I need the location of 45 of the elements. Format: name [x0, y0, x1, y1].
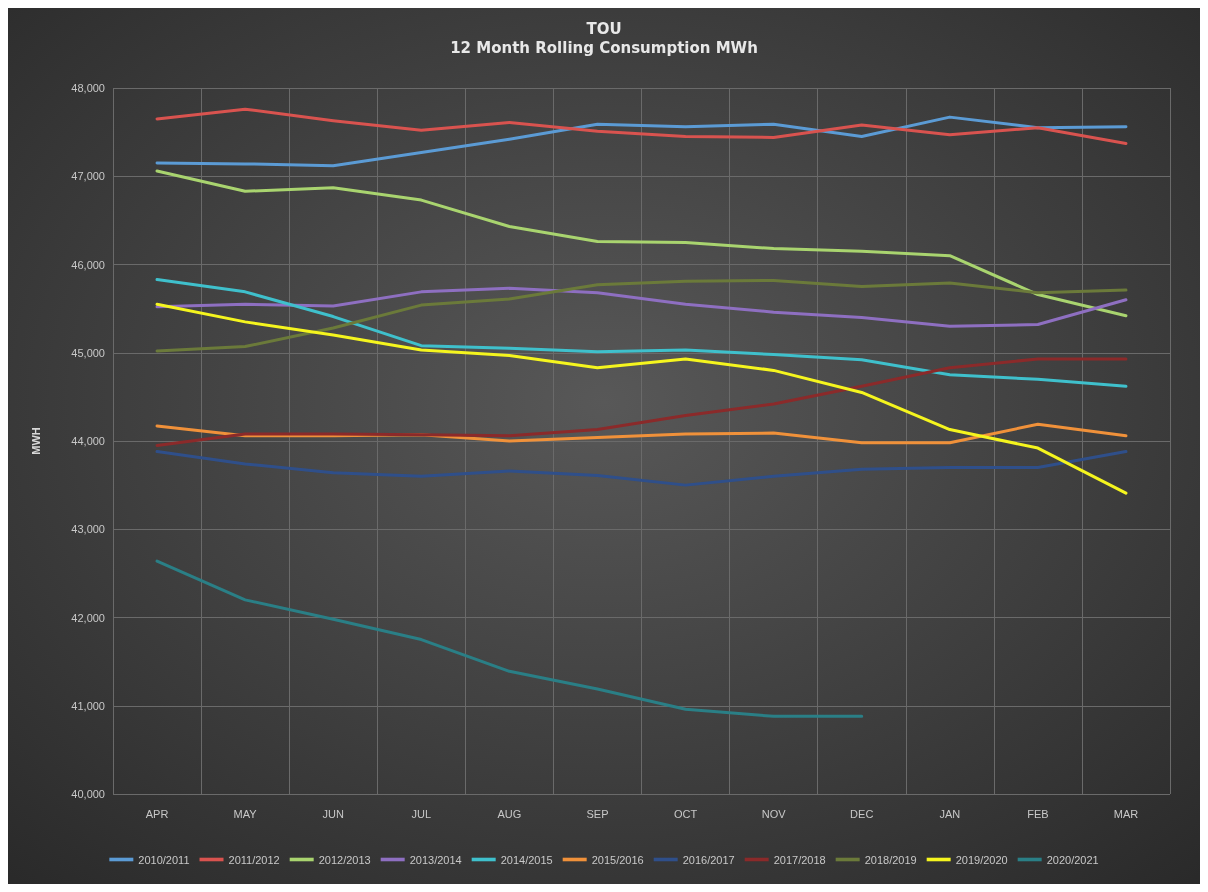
x-tick-label: JAN — [939, 807, 961, 820]
x-tick-label: FEB — [1027, 807, 1049, 820]
line-series — [155, 559, 864, 718]
y-tick-label: 47,000 — [71, 170, 105, 183]
chart-title: TOU — [586, 19, 622, 38]
legend-label: 2015/2016 — [591, 853, 644, 866]
line-series — [155, 302, 1128, 495]
y-axis-title: MWH — [29, 427, 42, 455]
x-tick-label: JUL — [411, 807, 432, 820]
y-tick-label: 42,000 — [71, 611, 105, 624]
y-tick-label: 44,000 — [71, 435, 105, 447]
line-series — [155, 115, 1128, 168]
legend-label: 2019/2020 — [955, 853, 1008, 866]
legend-label: 2013/2014 — [409, 853, 462, 866]
line-series — [155, 278, 1128, 353]
y-tick-label: 46,000 — [71, 258, 105, 271]
line-series — [155, 450, 1128, 487]
x-tick-label: JUN — [322, 807, 344, 820]
line-series — [155, 107, 1128, 146]
legend-label: 2011/2012 — [228, 853, 280, 866]
y-tick-label: 43,000 — [71, 523, 105, 536]
x-tick-label: AUG — [497, 807, 522, 820]
line-series — [155, 278, 1128, 388]
x-tick-label: SEP — [586, 807, 609, 820]
y-tick-label: 45,000 — [71, 346, 105, 359]
legend-label: 2020/2021 — [1046, 853, 1099, 866]
line-series — [155, 357, 1128, 447]
line-series — [155, 169, 1128, 318]
legend-label: 2012/2013 — [318, 853, 371, 866]
legend-label: 2014/2015 — [500, 853, 553, 866]
x-tick-label: DEC — [850, 807, 874, 820]
y-tick-label: 41,000 — [71, 699, 105, 712]
y-tick-label: 48,000 — [71, 82, 105, 94]
x-tick-label: APR — [145, 807, 169, 820]
x-tick-label: NOV — [761, 807, 787, 820]
line-series — [155, 286, 1128, 328]
x-tick-label: OCT — [673, 807, 698, 820]
legend-label: 2010/2011 — [138, 853, 190, 866]
x-tick-label: MAR — [1113, 807, 1139, 820]
legend-label: 2016/2017 — [682, 853, 735, 866]
x-tick-label: MAY — [233, 807, 258, 820]
chart-subtitle: 12 Month Rolling Consumption MWh — [450, 38, 758, 57]
legend-label: 2018/2019 — [864, 853, 917, 866]
y-tick-label: 40,000 — [71, 788, 105, 800]
legend-label: 2017/2018 — [773, 853, 826, 866]
